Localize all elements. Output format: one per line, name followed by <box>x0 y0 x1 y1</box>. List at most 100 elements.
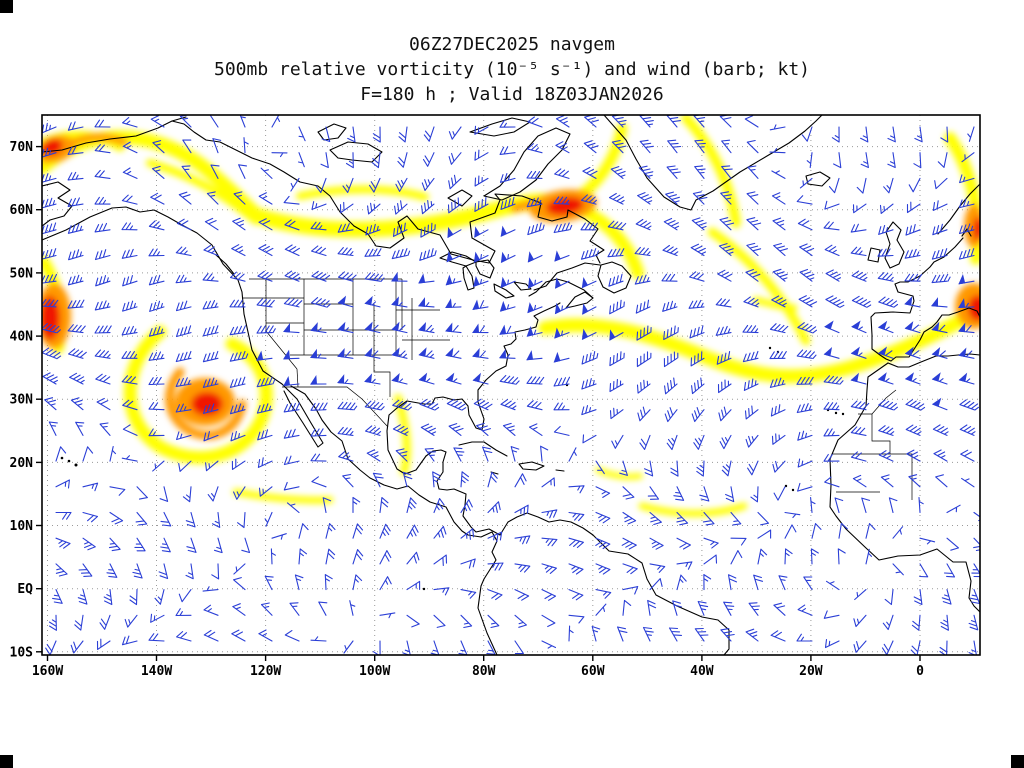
wind-barb <box>337 295 354 308</box>
wind-barb <box>379 523 391 539</box>
map-frame <box>41 114 981 656</box>
wind-barb <box>159 486 169 502</box>
wind-barb <box>148 376 165 386</box>
wind-barb <box>202 350 219 363</box>
wind-barb <box>241 537 251 554</box>
wind-barb <box>892 526 904 539</box>
wind-barb <box>243 137 249 154</box>
wind-barb <box>290 177 300 192</box>
wind-barb <box>67 324 86 334</box>
wind-barb <box>973 537 980 552</box>
wind-barb <box>148 428 165 437</box>
wind-barb <box>122 167 138 179</box>
wind-barb <box>946 537 960 551</box>
wind-barb <box>703 554 718 565</box>
wind-barb <box>422 152 435 167</box>
wind-barb <box>364 272 385 282</box>
coastline-cuba <box>458 441 508 457</box>
wind-barb <box>445 298 462 309</box>
wind-barb <box>122 300 138 312</box>
lon-label: 40W <box>690 664 714 679</box>
wind-barb <box>474 197 489 212</box>
wind-barb <box>878 224 894 235</box>
wind-barb <box>553 196 570 205</box>
wind-barb <box>310 322 327 334</box>
coastline-iceland <box>805 171 831 187</box>
wind-barb <box>771 295 787 308</box>
wind-barb <box>297 152 305 168</box>
wind-barb <box>824 320 840 334</box>
wind-barb <box>772 268 788 282</box>
wind-barb <box>664 377 678 395</box>
wind-barb <box>257 429 273 441</box>
wind-barb <box>568 563 584 575</box>
wind-barb <box>257 457 273 468</box>
wind-barb <box>528 423 543 436</box>
wind-barb <box>526 326 543 337</box>
wind-barb <box>487 614 500 629</box>
wind-barb <box>372 126 381 143</box>
wind-barb <box>611 139 627 154</box>
wind-barb <box>209 115 219 128</box>
wind-barb <box>391 347 408 359</box>
wind-barb <box>324 574 333 591</box>
wind-barb <box>717 269 733 282</box>
wind-barb <box>203 431 219 442</box>
wind-barb <box>339 201 354 214</box>
wind-barb <box>581 405 597 416</box>
wind-barb <box>580 248 599 260</box>
wind-barb <box>106 563 118 578</box>
lake-erie <box>493 283 515 299</box>
wind-barb <box>730 511 742 526</box>
wind-barb <box>233 191 246 205</box>
wind-barb <box>42 173 57 183</box>
wind-barb <box>904 273 923 282</box>
wind-barb <box>668 627 683 642</box>
lon-label: 0 <box>916 664 924 679</box>
wind-barb <box>583 140 599 154</box>
wind-barb <box>271 533 287 540</box>
wind-barb <box>881 640 894 655</box>
wind-barb <box>418 322 435 334</box>
vorticity-band <box>595 467 643 480</box>
wind-barb <box>773 486 786 501</box>
border-morocco-algeria <box>871 389 897 415</box>
wind-barb <box>154 589 165 605</box>
wind-barb <box>850 246 867 257</box>
wind-barb <box>271 115 281 128</box>
wind-barb <box>665 191 680 205</box>
wind-barb <box>514 504 529 516</box>
wind-barb <box>258 192 273 205</box>
wind-barb <box>352 549 364 565</box>
wind-barb <box>406 497 417 514</box>
wind-barb <box>541 563 557 574</box>
wind-barb <box>609 378 624 393</box>
wind-barb <box>418 372 435 385</box>
wind-barb <box>337 374 354 385</box>
wind-barb <box>499 119 516 128</box>
wind-barb <box>256 403 273 414</box>
wind-barb <box>541 537 558 547</box>
wind-barb <box>769 124 786 131</box>
wind-barb <box>337 426 354 436</box>
wind-barb <box>850 400 870 411</box>
wind-barb <box>352 496 361 514</box>
wind-barb <box>831 126 840 143</box>
wind-barb <box>932 200 948 211</box>
wind-barb <box>406 614 420 628</box>
axis-ticks-layer <box>36 145 921 661</box>
wind-barb <box>260 602 273 616</box>
wind-barb <box>342 473 354 488</box>
wind-barb <box>500 399 517 411</box>
wind-barb <box>94 300 111 311</box>
wind-barb <box>67 223 84 234</box>
wind-barb <box>879 203 894 214</box>
wind-barb <box>70 397 84 411</box>
coastline-britain <box>884 221 905 269</box>
wind-barb <box>229 271 246 282</box>
wind-barb <box>797 458 813 468</box>
wind-barb <box>211 511 221 528</box>
wind-barb <box>906 201 921 214</box>
wind-barb <box>122 399 138 411</box>
wind-barb <box>823 402 840 411</box>
